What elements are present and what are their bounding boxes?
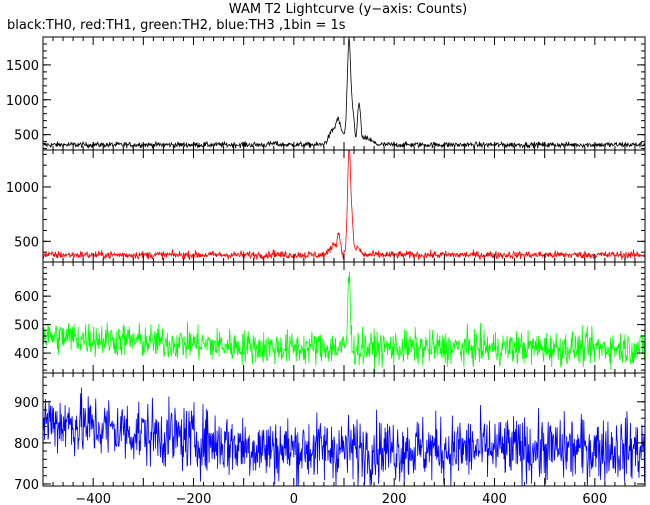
- panel-th1: 500 1000: [6, 149, 646, 263]
- y-tick-label: 400: [14, 347, 39, 362]
- series-line-th0: [43, 37, 645, 150]
- y-tick-label: 600: [14, 290, 39, 305]
- y-tick-label: 500: [14, 129, 39, 144]
- x-tick-label: −200: [176, 492, 212, 505]
- chart-title: WAM T2 Lightcurve (y−axis: Counts): [229, 2, 467, 17]
- x-tick-label: 0: [290, 492, 298, 505]
- x-tick-label: 600: [582, 492, 607, 505]
- x-axis: −400 −200 0 200 400 600: [75, 492, 607, 505]
- panel-th2: 400 500 600: [14, 261, 646, 374]
- y-tick-label: 1000: [6, 181, 39, 196]
- series-line-th1: [43, 150, 645, 261]
- y-tick-label: 500: [14, 319, 39, 334]
- panel-frame: [42, 372, 646, 487]
- x-tick-label: 200: [382, 492, 407, 505]
- series-line-th3: [43, 387, 645, 486]
- y-tick-label: 700: [14, 478, 39, 493]
- y-tick-label: 900: [14, 396, 39, 411]
- chart-subtitle: black:TH0, red:TH1, green:TH2, blue:TH3 …: [7, 18, 346, 33]
- x-tick-label: −400: [75, 492, 111, 505]
- panels-group: 500 1000 1500 500 1000 400 500 600 700 800 900: [6, 36, 646, 493]
- panel-th0: 500 1000 1500: [6, 36, 646, 151]
- panel-frame: [42, 149, 646, 263]
- series-line-th2: [43, 271, 645, 373]
- y-tick-label: 1000: [6, 94, 39, 109]
- panel-th3: 700 800 900: [14, 372, 646, 493]
- panel-frame: [42, 261, 646, 374]
- y-tick-label: 800: [14, 437, 39, 452]
- x-tick-label: 400: [482, 492, 507, 505]
- y-tick-label: 1500: [6, 59, 39, 74]
- y-tick-label: 500: [14, 235, 39, 250]
